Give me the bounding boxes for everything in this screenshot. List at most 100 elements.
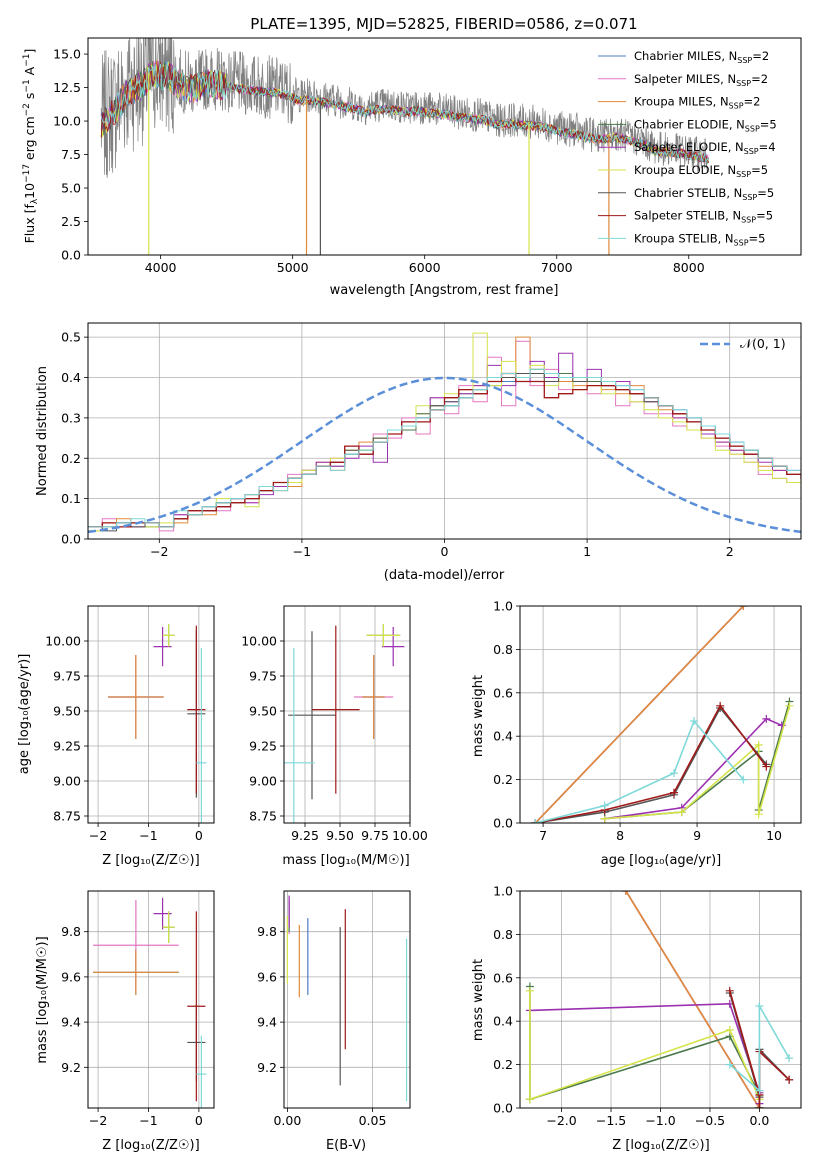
x-tick-label: 10.00 [392, 828, 428, 843]
y-tick-label: 0.4 [61, 370, 81, 385]
weight-marker-k_stelib [785, 1054, 794, 1063]
residual-xlabel: (data-model)/error [384, 568, 505, 583]
model-k_stelib [100, 61, 709, 163]
y-tick-label: 9.2 [61, 1060, 81, 1075]
weight-marker-k_miles [621, 891, 630, 895]
x-tick-label: 7000 [541, 260, 573, 275]
spectrum-ylabel: Flux [fλ10−17 erg cm−2 s−1 A−1] [22, 49, 40, 244]
weight-line-k_miles [625, 891, 761, 1108]
errorbar-s_stelib [312, 625, 360, 794]
y-tick-label: 0.0 [493, 816, 513, 831]
mass-z-xlabel: Z [log₁₀(Z/Z☉)] [102, 1138, 199, 1153]
errorbar-k_elodie [162, 624, 175, 647]
errorbar-s_stelib [187, 625, 206, 794]
errorbar-k_elodie [366, 624, 401, 647]
x-tick-label: −2.0 [546, 1113, 576, 1128]
mass-ebv-plot [286, 895, 408, 1102]
weight-line-s_stelib [729, 990, 790, 1108]
y-tick-label: 0.0 [61, 248, 81, 263]
residual-axes: −2 −1 0 1 2 0.0 0.1 0.2 0.3 0.4 0.5 [61, 323, 801, 559]
weight-marker-k_stelib [669, 769, 678, 778]
errorbar-k_stelib [196, 648, 207, 823]
weight-marker-k_elodie [754, 810, 763, 819]
weight-marker-k_elodie [525, 1095, 534, 1104]
x-tick-label: 0.00 [273, 1113, 301, 1128]
weight-marker-k_elodie [754, 740, 763, 749]
x-tick-label: 9.75 [361, 828, 389, 843]
weight-z-frame [519, 890, 802, 1109]
mass-z-frame [87, 890, 215, 1109]
legend-label: Kroupa ELODIE, NSSP=5 [634, 163, 768, 179]
legend-label: Chabrier STELIB, NSSP=5 [634, 186, 774, 202]
weight-marker-k_stelib [689, 717, 698, 726]
y-tick-label: 10.00 [241, 634, 277, 649]
x-tick-label: −2 [150, 544, 168, 559]
weight-age-axes: 7 8 9 10 0.0 0.2 0.4 0.6 0.8 1.0 [493, 599, 801, 843]
weight-z-plot [525, 891, 794, 1108]
y-tick-label: 0.6 [493, 685, 513, 700]
mass-z-ylabel: mass [log₁₀(M/M☉)] [35, 936, 50, 1063]
y-tick-label: 0.8 [493, 927, 513, 942]
x-tick-label: 9 [693, 828, 701, 843]
age-mass-xlabel: mass [log₁₀(M/M☉)] [282, 853, 409, 868]
legend-label: Salpeter STELIB, NSSP=5 [634, 209, 773, 225]
age-mass-axes: 9.25 9.50 9.75 10.008.759.009.259.509.7510.… [241, 606, 428, 843]
age-z-axes: −2 −1 0 8.75 9.00 9.25 9.50 9.75 10.00 [45, 606, 214, 843]
x-tick-label: −1.5 [596, 1113, 626, 1128]
y-tick-label: 9.75 [53, 669, 81, 684]
residual-frame [87, 322, 802, 540]
histogram-s_stelib [88, 372, 801, 528]
weight-z-xlabel: Z [log₁₀(Z/Z☉)] [612, 1138, 709, 1153]
y-tick-label: 9.6 [257, 969, 277, 984]
mass-ebv-xlabel: E(B-V) [326, 1138, 366, 1153]
y-tick-label: 0.1 [61, 491, 81, 506]
weight-age-xlabel: age [log₁₀(age/yr)] [601, 853, 722, 868]
y-tick-label: 9.50 [249, 704, 277, 719]
weight-line-k_miles [534, 606, 744, 823]
x-tick-label: 7 [539, 828, 547, 843]
histogram-k_elodie [88, 332, 801, 532]
x-tick-label: 0.05 [359, 1113, 387, 1128]
y-tick-label: 15.0 [53, 47, 81, 62]
mass-ebv-axes: 0.00 0.05 9.2 9.4 9.6 9.8 [257, 891, 410, 1128]
spectrum-plot [100, 38, 709, 255]
age-z-frame [87, 605, 215, 824]
weight-marker-k_miles [739, 606, 748, 610]
y-tick-label: 9.4 [61, 1015, 81, 1030]
x-tick-label: 6000 [409, 260, 441, 275]
errorbar-k_elodie [162, 911, 175, 943]
legend-label: Chabrier ELODIE, NSSP=5 [634, 117, 777, 133]
mass-z-plot [93, 897, 207, 1108]
y-tick-label: 0.8 [493, 642, 513, 657]
y-tick-label: 0.2 [493, 772, 513, 787]
y-tick-label: 0.4 [493, 1014, 513, 1029]
x-tick-label: 0.0 [749, 1113, 769, 1128]
y-tick-label: 0.2 [61, 451, 81, 466]
weight-marker-k_elodie [525, 986, 534, 995]
model-c_stelib [100, 65, 709, 163]
mass-z-axes: −2 −1 0 9.2 9.4 9.6 9.8 [61, 891, 214, 1128]
y-tick-label: 8.75 [53, 809, 81, 824]
y-tick-label: 9.25 [53, 739, 81, 754]
y-tick-label: 9.4 [257, 1015, 277, 1030]
x-tick-label: 1 [583, 544, 591, 559]
spectrum-title: PLATE=1395, MJD=52825, FIBERID=0586, z=0… [250, 15, 637, 33]
y-tick-label: 0.2 [493, 1057, 513, 1072]
spectrum-frame [87, 37, 802, 256]
weight-marker-k_elodie [725, 1025, 734, 1034]
weight-age-ylabel: mass weight [471, 675, 486, 757]
y-tick-label: 0.4 [493, 729, 513, 744]
weight-marker-k_stelib [755, 1002, 764, 1011]
weight-marker-s_stelib [669, 788, 678, 797]
y-tick-label: 5.0 [61, 181, 81, 196]
errorbar-k_miles [93, 949, 179, 995]
y-tick-label: 7.5 [61, 147, 81, 162]
weight-line-k_stelib [729, 1002, 790, 1093]
y-tick-label: 8.75 [249, 809, 277, 824]
x-tick-label: −1 [139, 1113, 157, 1128]
y-tick-label: 9.2 [257, 1060, 277, 1075]
residual-plot [88, 332, 801, 534]
y-tick-label: 9.8 [61, 924, 81, 939]
weight-marker-k_stelib [725, 1060, 734, 1069]
age-z-xlabel: Z [log₁₀(Z/Z☉)] [102, 853, 199, 868]
